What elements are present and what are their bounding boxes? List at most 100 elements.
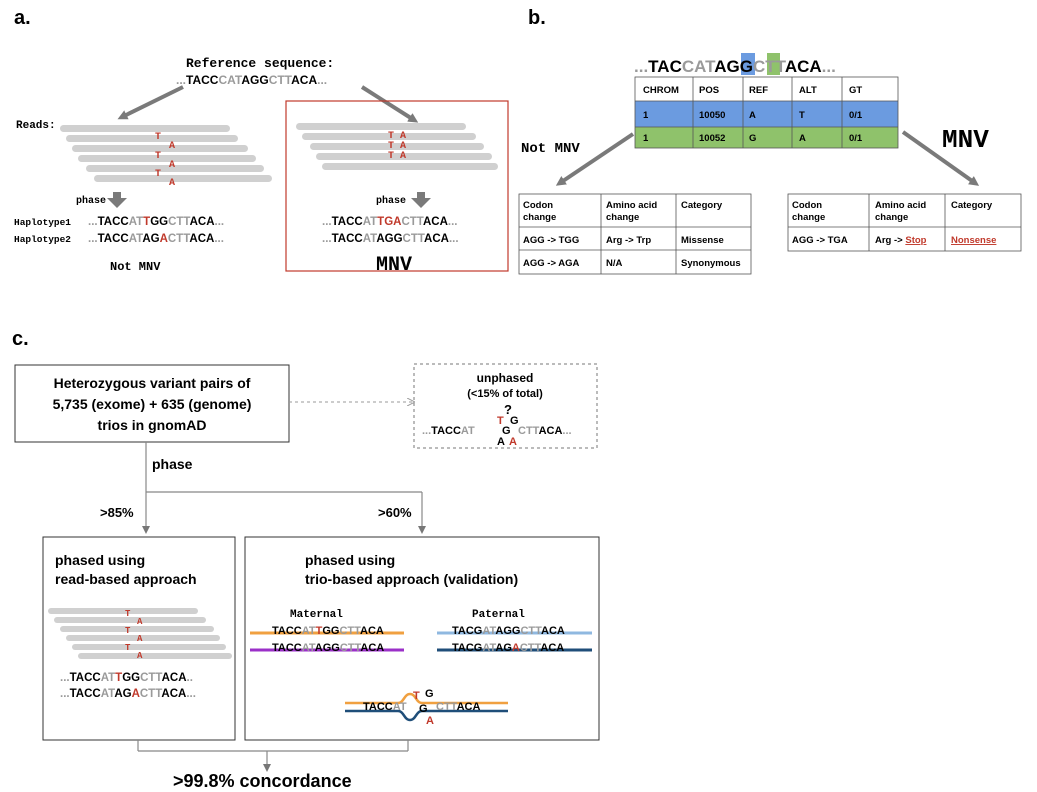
panel-c-label: c.	[12, 328, 29, 350]
paternal-seq-2: TACGATAGACTTACA	[452, 642, 564, 654]
read-bar	[78, 653, 232, 659]
read-letter: A	[137, 651, 143, 661]
sequence-segment: ...	[822, 57, 836, 76]
unphased-sub: (<15% of total)	[467, 388, 543, 400]
maternal-seq-2: TACCATAGGCTTACA	[272, 642, 384, 654]
sequence-segment: ACA	[540, 642, 564, 654]
table-cell: Missense	[681, 235, 724, 246]
trio-box-title: phased using	[305, 552, 395, 568]
read-bar	[60, 125, 230, 132]
paternal-label: Paternal	[472, 609, 525, 621]
sequence-segment: ACA	[424, 233, 449, 245]
input-box	[14, 364, 290, 443]
sequence-segment: TGA	[377, 216, 401, 228]
vcf-row-2-fill	[635, 127, 898, 148]
child-seq-left: TACCAT	[363, 701, 407, 713]
sequence-segment: T	[316, 625, 323, 637]
read-letter: T	[125, 626, 131, 636]
vcf-header-alt: ALT	[799, 85, 817, 96]
phase-label-c: phase	[152, 456, 193, 472]
read-bar	[94, 175, 272, 182]
sequence-segment: AGG	[315, 642, 340, 654]
sequence-segment: ACA	[189, 233, 214, 245]
sequence-segment: AT	[302, 642, 316, 654]
read-letter: A	[137, 634, 143, 644]
table-header: Amino acid	[875, 200, 926, 211]
sequence-segment: CAT	[682, 57, 716, 76]
sequence-segment: CTT	[168, 216, 190, 228]
sequence-segment: TACC	[98, 233, 129, 245]
sequence-segment: AT	[129, 216, 143, 228]
read-letter: T	[125, 643, 131, 653]
sequence-segment: AGG	[714, 57, 753, 76]
vcf-header-chrom: CHROM	[643, 85, 679, 96]
sequence-segment: TACG	[452, 642, 482, 654]
sequence-segment: ...	[60, 672, 70, 684]
sequence-segment: ...	[448, 216, 458, 228]
panel-b-sequence: ...TACCATAGGCTTACA...	[634, 57, 836, 76]
table-cell: AGG -> AGA	[523, 258, 580, 269]
child-letter: G	[425, 688, 434, 700]
haplotype1-label: Haplotype1	[14, 217, 71, 228]
sequence-segment: ...	[322, 233, 332, 245]
table-cell: Arg -> Stop	[875, 235, 927, 246]
table-header: change	[875, 212, 908, 223]
vcf-cell: T	[799, 110, 805, 121]
sequence-segment: ACA	[190, 216, 215, 228]
unphased-letter: G	[502, 425, 511, 437]
vcf-border	[634, 76, 899, 149]
read-bar	[310, 143, 484, 150]
mnv-box	[285, 100, 509, 272]
read-bar	[302, 133, 476, 140]
ref-highlight-a	[741, 53, 755, 75]
mnv-sequence-1: ...TACCATTGACTTACA...	[322, 216, 457, 228]
maternal-label: Maternal	[290, 609, 343, 621]
table-header: Category	[681, 200, 723, 211]
sequence-segment: ACA	[423, 216, 448, 228]
child-haplotypes: TACCAT T G G A CTTACA	[345, 688, 508, 727]
mnv-sequence-2: ...TACCATAGGCTTACA...	[322, 233, 459, 245]
phase-arrow-right	[411, 192, 431, 208]
reads-c: T A T A T A	[48, 608, 232, 661]
read-based-box	[42, 536, 236, 741]
read-bar	[48, 608, 198, 614]
consequence-table-not-mnv: Codon change Amino acid change Category …	[518, 193, 752, 275]
unphased-title: unphased	[477, 371, 534, 385]
sequence-segment: A	[160, 233, 168, 245]
table-header: change	[523, 212, 556, 223]
sequence-segment: AT	[302, 625, 316, 637]
table-cell: AGG -> TGA	[792, 235, 848, 246]
vcf-cell: 10052	[699, 133, 725, 144]
sequence-segment: TACG	[452, 625, 482, 637]
sequence-segment: CTT	[753, 57, 787, 76]
child-letter: A	[426, 715, 434, 727]
sequence-segment: GG	[150, 216, 168, 228]
panel-a-label: a.	[14, 7, 31, 29]
sequence-segment: ACA	[360, 642, 384, 654]
read-letter: T	[155, 151, 161, 162]
sequence-segment: ...	[88, 216, 98, 228]
reads-right: T A T A T A	[296, 123, 498, 170]
table-header: Codon	[523, 200, 553, 211]
read-letter: T A	[388, 151, 406, 162]
child-maternal-line	[345, 692, 508, 705]
sequence-segment: ACA	[291, 73, 317, 87]
reads-label: Reads:	[16, 120, 56, 132]
read-bar	[60, 626, 214, 632]
sequence-segment: AT	[363, 233, 377, 245]
table-cell: AGG -> TGG	[523, 235, 579, 246]
read-bar	[78, 155, 256, 162]
unphased-letter: G	[510, 415, 519, 427]
sequence-segment: CAT	[218, 73, 242, 87]
table-cell: Synonymous	[681, 258, 741, 269]
read-letter: T	[125, 609, 131, 619]
sequence-segment: AT	[363, 216, 377, 228]
sequence-segment: CTT	[339, 625, 361, 637]
read-letter: A	[137, 617, 143, 627]
child-seq-right: CTTACA	[436, 701, 480, 713]
read-bar	[66, 635, 220, 641]
sequence-segment: AT	[129, 233, 143, 245]
sequence-segment: T	[115, 672, 122, 684]
sequence-segment: ...	[317, 73, 327, 87]
haplotype2-label: Haplotype2	[14, 234, 71, 245]
